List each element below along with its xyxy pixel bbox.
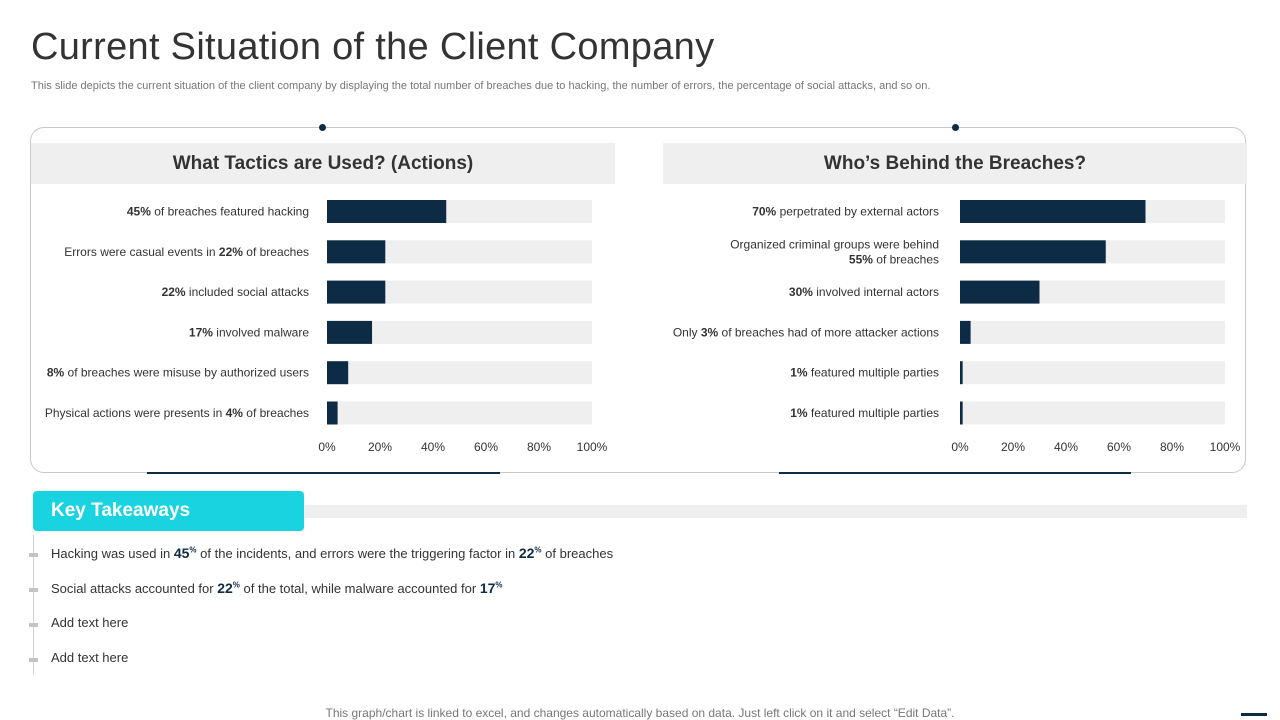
takeaway-text: of the total, while malware accounted fo… [239,581,480,596]
page-title: Current Situation of the Client Company [31,26,715,68]
bar-label: Only 3% of breaches had of more attacker… [673,325,939,339]
bar-track [327,361,592,385]
bar-label: 45% of breaches featured hacking [127,205,309,219]
percent-sign: % [495,580,503,590]
x-tick-label: 0% [951,440,969,454]
bar-label: Organized criminal groups were behind 55%… [730,237,939,266]
bar-label: 17% involved malware [189,325,309,339]
corner-mark [1241,713,1267,716]
x-tick-label: 40% [421,440,445,454]
actors-bar-chart: 70% perpetrated by external actors Organi… [673,200,1241,454]
bar [960,280,1040,304]
bar-label: 22% included social attacks [162,285,309,299]
bar [960,320,971,344]
takeaway-item: Hacking was used in 45% of the incidents… [29,545,613,580]
bar-track [327,240,592,264]
x-tick-label: 0% [318,440,336,454]
x-tick-label: 80% [527,440,551,454]
x-tick-label: 100% [1210,440,1241,454]
charts-frame [30,127,1246,473]
key-takeaways-strip [304,505,1247,518]
bar [327,200,447,223]
x-tick-label: 60% [1107,440,1131,454]
bar [960,200,1146,223]
page-subtitle: This slide depicts the current situation… [31,80,931,92]
bar-label: 1% featured multiple parties [790,366,939,380]
bullet-icon [29,588,38,592]
bar-track [960,361,1225,385]
takeaway-value: 22 [217,580,233,596]
takeaway-text: of the incidents, and errors were the tr… [196,546,519,561]
bar-label: 8% of breaches were misuse by authorized… [47,366,309,380]
bar [327,401,338,425]
bar [327,361,349,385]
takeaway-text: Hacking was used in [51,546,174,561]
tactics-bar-chart: 45% of breaches featured hacking Errors w… [45,200,608,454]
percent-sign: % [534,545,542,555]
bar-track [960,401,1225,425]
takeaways-guide-line [33,535,34,675]
takeaway-value: 45 [173,545,190,561]
bar-label: Physical actions were presents in 4% of … [45,406,309,420]
takeaway-item: Add text here [29,650,613,685]
x-tick-label: 60% [474,440,498,454]
key-takeaways-title: Key Takeaways [33,491,304,531]
bar-track [327,320,592,344]
bar-track [327,280,592,304]
bar-label: Errors were casual events in 22% of brea… [64,245,309,259]
takeaway-text: Social attacks accounted for [51,581,218,596]
takeaway-text: of breaches [541,546,614,561]
takeaway-text: Add text here [51,650,129,665]
x-tick-label: 20% [368,440,392,454]
footnote: This graph/chart is linked to excel, and… [325,706,955,720]
bar [327,280,386,304]
percent-sign: % [232,580,240,590]
bar [960,361,963,385]
bar [327,240,386,264]
bar-track [960,320,1225,344]
bar [960,240,1106,264]
bullet-icon [29,623,38,627]
actors-chart-title: Who’s Behind the Breaches? [663,143,1247,184]
takeaway-item: Add text here [29,615,613,650]
bar-label: 70% perpetrated by external actors [752,205,939,219]
x-tick-label: 80% [1160,440,1184,454]
bar-label: 30% involved internal actors [789,285,939,299]
panel-underline-left [147,472,500,474]
takeaways-list: Hacking was used in 45% of the incidents… [29,545,613,685]
x-tick-label: 20% [1001,440,1025,454]
takeaway-text: Add text here [51,615,129,630]
percent-sign: % [189,545,197,555]
bar-label: 1% featured multiple parties [790,406,939,420]
bullet-icon [29,553,38,557]
takeaway-value: 22 [518,545,535,561]
tactics-chart-title: What Tactics are Used? (Actions) [31,143,615,184]
bar [327,320,373,344]
takeaway-value: 17 [479,580,496,596]
bar [960,401,963,425]
x-tick-label: 40% [1054,440,1078,454]
bullet-icon [29,658,38,662]
bar-track [327,401,592,425]
frame-dot-right [952,124,959,131]
x-tick-label: 100% [577,440,608,454]
takeaway-item: Social attacks accounted for 22% of the … [29,580,613,615]
panel-underline-right [779,472,1131,474]
frame-dot-left [319,124,326,131]
